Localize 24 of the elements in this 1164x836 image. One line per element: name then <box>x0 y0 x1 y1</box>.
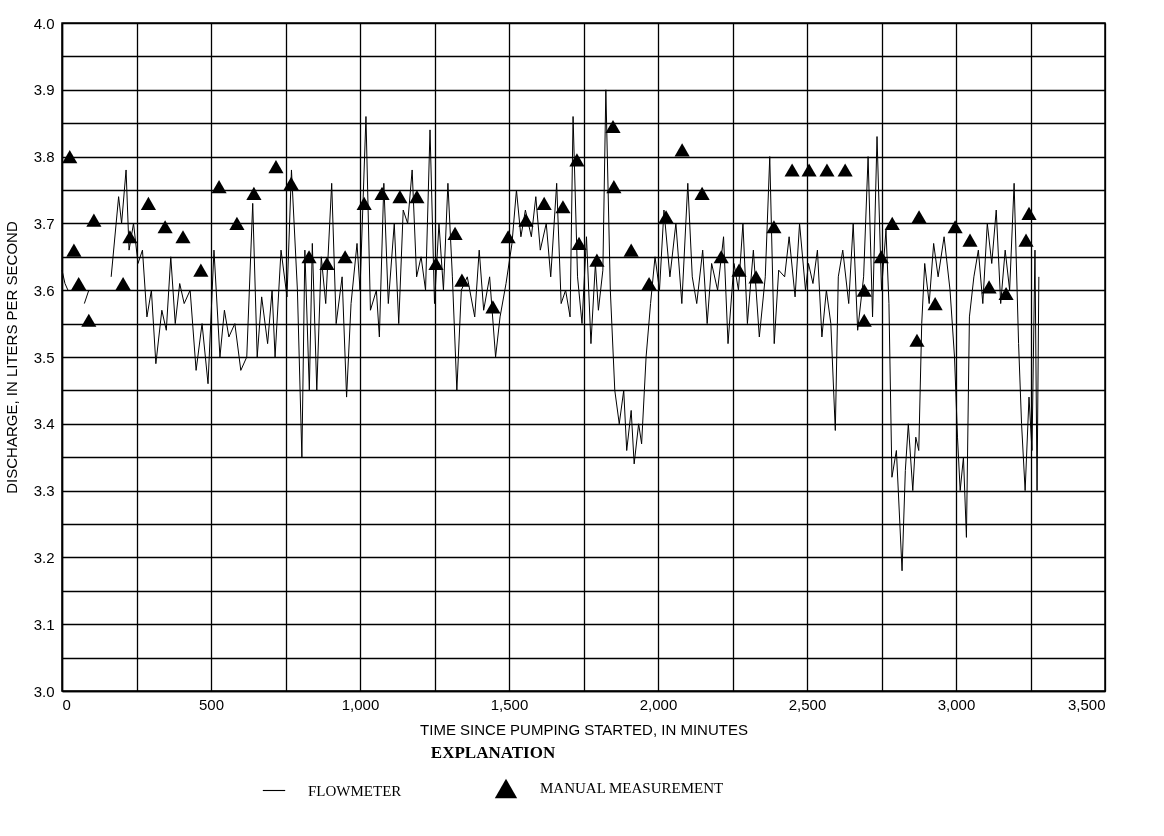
x-tick-label: 3,500 <box>1067 695 1106 713</box>
y-tick-label: 3.6 <box>33 281 55 299</box>
x-axis-title: TIME SINCE PUMPING STARTED, IN MINUTES <box>420 720 748 738</box>
y-tick-label: 3.1 <box>33 615 55 633</box>
y-tick-label: 4.0 <box>33 14 55 32</box>
y-tick-label: 3.7 <box>33 214 55 232</box>
y-tick-label: 3.9 <box>33 81 55 99</box>
y-tick-label: 3.4 <box>33 415 55 433</box>
x-tick-label: 500 <box>198 695 225 713</box>
y-tick-label: 3.3 <box>33 482 55 500</box>
x-tick-label: 0 <box>62 695 71 713</box>
x-tick-label: 1,500 <box>490 695 529 713</box>
y-tick-label: 3.0 <box>33 682 55 700</box>
x-tick-label: 1,000 <box>341 695 380 713</box>
x-tick-label: 2,000 <box>639 695 678 713</box>
legend-label: FLOWMETER <box>308 782 402 799</box>
y-axis-title: DISCHARGE, IN LITERS PER SECOND <box>2 221 20 494</box>
y-tick-label: 3.5 <box>33 348 55 366</box>
y-tick-label: 3.8 <box>33 148 55 166</box>
legend-title: EXPLANATION <box>430 743 556 762</box>
legend-label: MANUAL MEASUREMENT <box>540 780 724 797</box>
y-tick-label: 3.2 <box>33 548 55 566</box>
x-tick-label: 3,000 <box>937 695 976 713</box>
x-tick-label: 2,500 <box>788 695 827 713</box>
